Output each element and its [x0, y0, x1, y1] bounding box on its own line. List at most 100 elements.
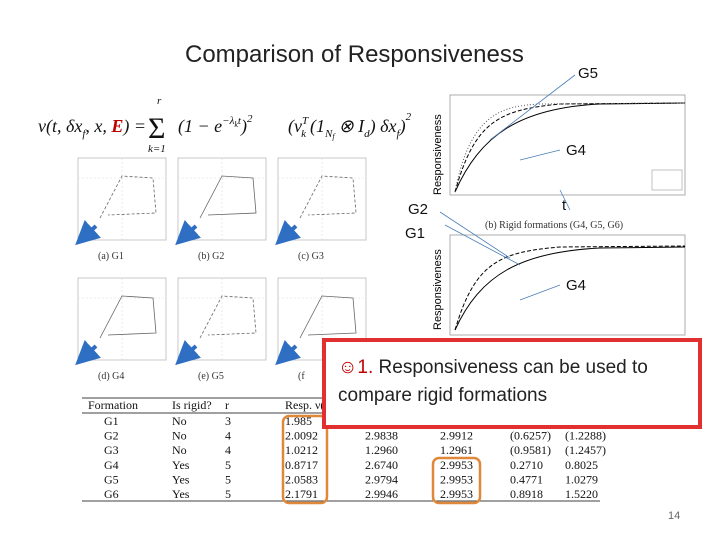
- table-cell: 1.2961: [440, 443, 473, 457]
- highlight: [281, 414, 329, 505]
- table-cell: Yes: [172, 472, 190, 486]
- term2: (vT k (1Nf⊗ Id) δxf)2: [288, 111, 412, 141]
- sum-bottom: k=1: [148, 143, 166, 155]
- table-cell: 2.9953: [440, 472, 473, 486]
- formation-thumbnails: (a) G1 (b) G2 (c) G3 (d) G4 (e) G5 (f: [75, 157, 367, 382]
- table-cell: 2.9953: [440, 458, 473, 472]
- label-t: t: [562, 197, 567, 214]
- formation-edges: [299, 175, 357, 219]
- response-plot-top: [449, 94, 686, 196]
- thumbnail-caption: (e) G5: [198, 371, 224, 382]
- table-cell: 2.9794: [365, 472, 398, 486]
- arrow: [75, 340, 101, 366]
- table-cell: 2.9953: [440, 487, 473, 501]
- page-number: 14: [668, 510, 680, 522]
- table-header: r: [225, 398, 229, 412]
- formation-edges: [199, 295, 257, 339]
- table-cell: 4: [225, 429, 231, 443]
- table-cell: (1.2288): [565, 429, 606, 443]
- curve-g5: [454, 102, 686, 193]
- table-cell: 1.2960: [365, 443, 398, 457]
- table-cell: G2: [104, 429, 119, 443]
- label-g4: G4: [566, 277, 586, 294]
- plot-frame: [449, 94, 686, 196]
- table-cell: 5: [225, 472, 231, 486]
- formation-edges: [99, 295, 157, 339]
- table-cell: G4: [104, 458, 119, 472]
- table-cell: 0.8918: [510, 487, 543, 501]
- leader-lines: [439, 74, 576, 301]
- formation-edges: [199, 175, 257, 219]
- table-cell: G5: [104, 472, 119, 486]
- table-cell: Yes: [172, 487, 190, 501]
- callout-line-1: ☺1. Responsiveness can be used to: [338, 357, 648, 378]
- table-cell: 0.8717: [285, 458, 318, 472]
- callout-box: [322, 338, 702, 429]
- table-cell: 2.9838: [365, 429, 398, 443]
- label-g4: G4: [566, 142, 586, 159]
- table-cell: 5: [225, 458, 231, 472]
- curve: [454, 245, 686, 331]
- thumbnail-caption: (a) G1: [98, 251, 124, 262]
- label-g1: G1: [405, 225, 425, 242]
- table-cell: No: [172, 429, 187, 443]
- arrow: [175, 220, 201, 246]
- highlight: [431, 456, 482, 505]
- table-cell: 1.5220: [565, 487, 598, 501]
- thumbnail-caption: (f: [298, 371, 305, 382]
- table-cell: (1.2457): [565, 443, 606, 457]
- label-g2: G2: [408, 201, 428, 218]
- plot-caption: (b) Rigid formations (G4, G5, G6): [485, 220, 623, 231]
- table-cell: 2.9912: [440, 429, 473, 443]
- title: Comparison of Responsiveness: [185, 41, 524, 68]
- table-cell: (0.9581): [510, 443, 551, 457]
- sum-sign: Σ: [148, 112, 165, 145]
- table-cell: 1.985: [285, 414, 312, 428]
- y-label-top: Responsiveness: [432, 114, 444, 195]
- table-cell: G6: [104, 487, 119, 501]
- table-cell: 1.0212: [285, 443, 318, 457]
- table-cell: 0.8025: [565, 458, 598, 472]
- table-cell: (0.6257): [510, 429, 551, 443]
- table: Formation Is rigid? r Resp. ν(t =G1 No 3 1.985…: [82, 397, 606, 502]
- table-header: Formation: [88, 398, 138, 412]
- formula: v(t, δxf, x, E) = Σ r k=1 (1 − e−λkt)2 (…: [38, 95, 412, 155]
- table-cell: 2.9946: [365, 487, 398, 501]
- table-cell: 5: [225, 487, 231, 501]
- table-cell: 2.0583: [285, 472, 318, 486]
- table-cell: 2.1791: [285, 487, 318, 501]
- table-cell: 2.6740: [365, 458, 398, 472]
- table-cell: 0.2710: [510, 458, 543, 472]
- arrow: [175, 340, 201, 366]
- table-cell: 3: [225, 414, 231, 428]
- thumbnail-caption: (d) G4: [98, 371, 124, 382]
- thumbnail-caption: (b) G2: [198, 251, 224, 262]
- table-cell: 4: [225, 443, 231, 457]
- response-plot-bottom: [449, 234, 686, 336]
- formation-edges: [299, 295, 357, 339]
- legend-box: [651, 169, 683, 191]
- table-cell: Yes: [172, 458, 190, 472]
- table-cell: No: [172, 414, 187, 428]
- arrow: [275, 220, 301, 246]
- curve-g4: [454, 102, 686, 193]
- table-cell: No: [172, 443, 187, 457]
- table-cell: 1.0279: [565, 472, 598, 486]
- term1: (1 − e−λkt)2: [178, 113, 253, 137]
- table-cell: 2.0092: [285, 429, 318, 443]
- formula-lhs: v(t, δxf, x, E) =: [38, 116, 146, 140]
- thumbnail-caption: (c) G3: [298, 251, 324, 262]
- callout-line-2: compare rigid formations: [338, 385, 547, 406]
- curve: [454, 246, 686, 331]
- callout-labels: G5 G4 t G2 G1 G4: [405, 65, 598, 294]
- table-cell: 0.4771: [510, 472, 543, 486]
- sum-top: r: [157, 95, 162, 107]
- formation-edges: [99, 175, 157, 219]
- table-cell: G3: [104, 443, 119, 457]
- arrow: [275, 340, 301, 366]
- table-cell: G1: [104, 414, 119, 428]
- y-label-bottom: Responsiveness: [432, 249, 444, 330]
